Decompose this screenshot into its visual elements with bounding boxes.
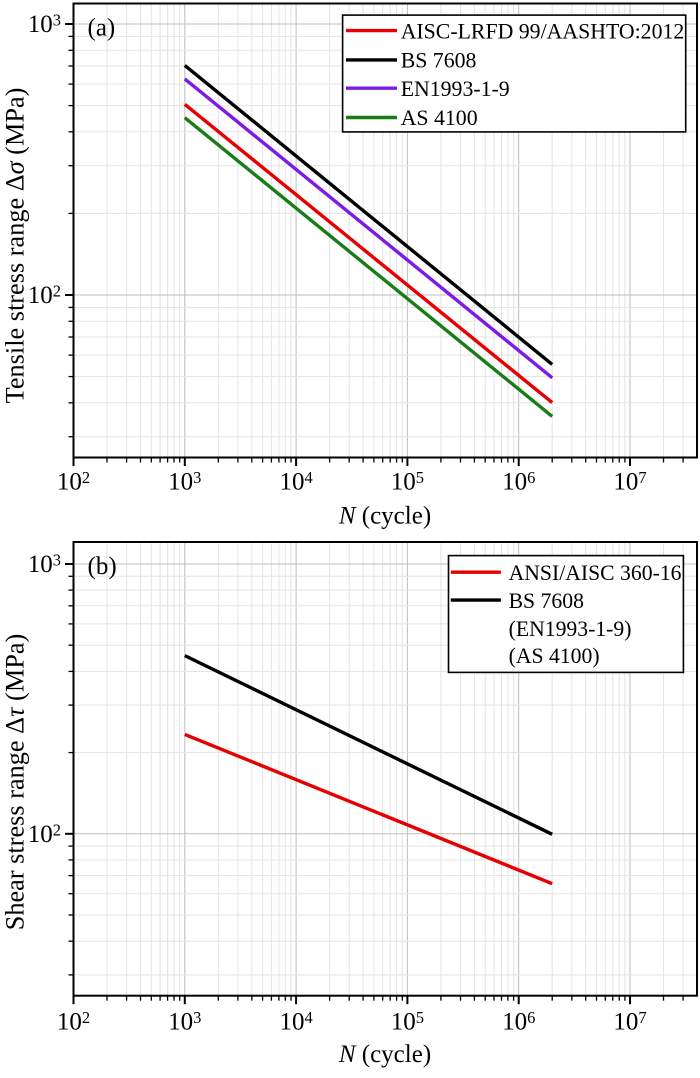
svg-text:BS 7608: BS 7608	[401, 49, 477, 73]
svg-text:ANSI/AISC 360-16: ANSI/AISC 360-16	[509, 561, 682, 585]
svg-text:AS 4100: AS 4100	[401, 106, 478, 130]
svg-text:(b): (b)	[88, 553, 117, 580]
svg-text:Tensile stress range Δσ (MPa): Tensile stress range Δσ (MPa)	[1, 88, 30, 404]
svg-text:(EN1993-1-9): (EN1993-1-9)	[509, 617, 632, 641]
svg-text:N (cycle): N (cycle)	[338, 1041, 431, 1068]
svg-text:N (cycle): N (cycle)	[338, 502, 431, 529]
svg-text:105: 105	[391, 1008, 424, 1036]
svg-text:(a): (a)	[88, 15, 116, 42]
svg-text:EN1993-1-9: EN1993-1-9	[401, 77, 510, 101]
svg-text:AISC-LRFD 99/AASHTO:2012: AISC-LRFD 99/AASHTO:2012	[401, 19, 685, 43]
svg-text:BS 7608: BS 7608	[509, 589, 584, 613]
svg-text:(AS 4100): (AS 4100)	[509, 644, 600, 668]
svg-text:103: 103	[168, 468, 201, 496]
svg-text:Shear stress range Δτ (MPa): Shear stress range Δτ (MPa)	[1, 634, 30, 931]
